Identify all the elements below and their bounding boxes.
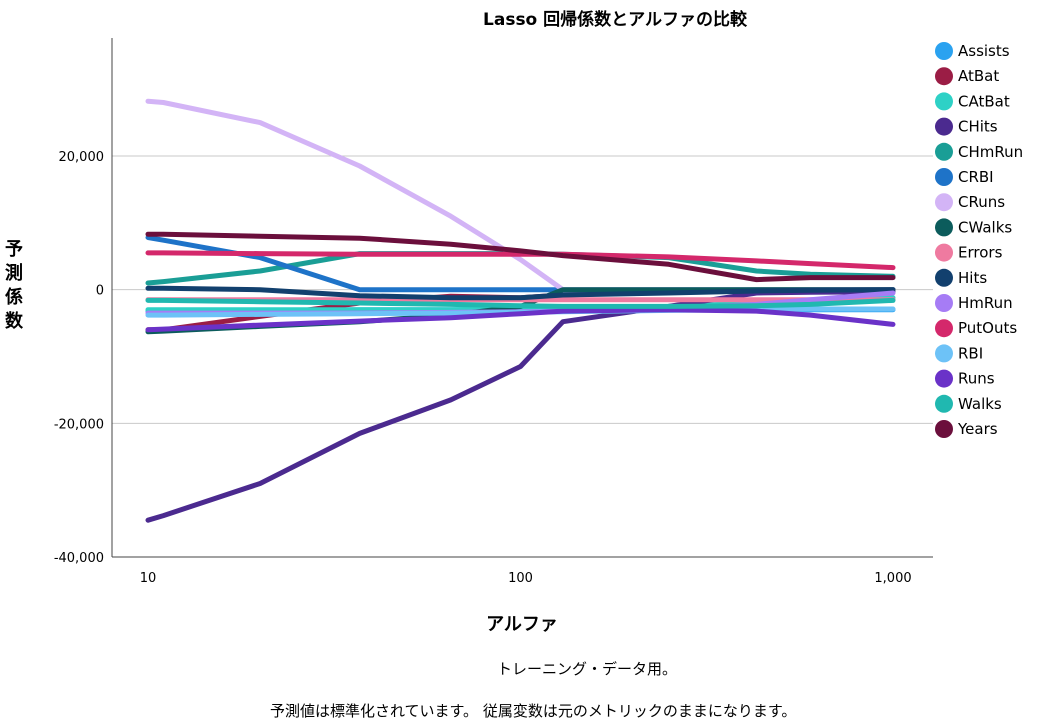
y-axis-title: 予測係数	[5, 239, 24, 332]
x-axis-title: アルファ	[486, 614, 558, 635]
legend-label-years: Years	[957, 420, 998, 438]
legend-marker-crbi	[935, 168, 953, 186]
x-tick-label: 100	[508, 571, 533, 586]
legend-marker-walks	[935, 394, 953, 413]
legend-marker-hmrun	[935, 294, 953, 312]
series-line-hits	[145, 285, 896, 301]
legend-marker-assists	[935, 42, 953, 60]
footnote-2: 予測値は標準化されています。 従属変数は元のメトリックのままになります。	[270, 702, 797, 720]
series-line-years	[145, 231, 896, 283]
legend-label-chmrun: CHmRun	[958, 143, 1023, 161]
legend-marker-atbat	[935, 67, 953, 86]
legend-marker-catbat	[935, 92, 953, 111]
y-tick-label: 0	[96, 284, 104, 299]
legend-marker-runs	[935, 369, 953, 388]
legend-label-cwalks: CWalks	[958, 218, 1012, 236]
chart-title: Lasso 回帰係数とアルファの比較	[483, 9, 748, 30]
x-tick-label: 10	[140, 571, 157, 586]
legend-label-crbi: CRBI	[958, 168, 994, 186]
footnote-1: トレーニング・データ用。	[497, 660, 678, 678]
legend-marker-hits	[935, 268, 953, 287]
lasso-chart: Lasso 回帰係数とアルファの比較 -40,000 -20,000 0 20,000…	[5, 9, 1023, 635]
legend-marker-putouts	[935, 319, 953, 338]
legend-label-cruns: CRuns	[958, 193, 1005, 211]
series-line-runs	[145, 307, 896, 333]
x-tick-labels: 10 100 1,000	[140, 571, 912, 586]
legend-label-atbat: AtBat	[958, 67, 999, 85]
legend-label-errors: Errors	[958, 244, 1003, 262]
legend-label-hits: Hits	[958, 269, 987, 287]
y-tick-label: -20,000	[54, 417, 104, 432]
legend-label-catbat: CAtBat	[958, 92, 1010, 110]
legend-marker-chmrun	[935, 142, 953, 161]
y-tick-label: -40,000	[54, 551, 104, 566]
x-tick-label: 1,000	[874, 571, 911, 586]
legend-marker-errors	[935, 243, 953, 262]
legend-marker-cwalks	[935, 218, 953, 237]
legend: Assists AtBat CAtBat CHits CHmRun CRBI CRuns CW…	[935, 42, 1023, 438]
y-tick-label: 20,000	[59, 150, 105, 165]
axes	[111, 38, 933, 558]
series-line-putouts	[145, 250, 896, 271]
legend-label-chits: CHits	[958, 118, 998, 136]
series-lines	[145, 98, 896, 523]
legend-label-assists: Assists	[958, 42, 1010, 60]
y-tick-labels: -40,000 -20,000 0 20,000	[54, 150, 104, 566]
legend-marker-chits	[935, 117, 953, 136]
legend-label-walks: Walks	[958, 395, 1002, 413]
legend-label-putouts: PutOuts	[958, 319, 1017, 337]
legend-marker-rbi	[935, 344, 953, 363]
legend-label-rbi: RBI	[958, 344, 983, 362]
legend-label-runs: Runs	[958, 370, 995, 388]
legend-marker-cruns	[935, 193, 953, 212]
legend-marker-years	[935, 420, 953, 438]
legend-label-hmrun: HmRun	[958, 294, 1013, 312]
series-line-walks	[145, 297, 896, 309]
